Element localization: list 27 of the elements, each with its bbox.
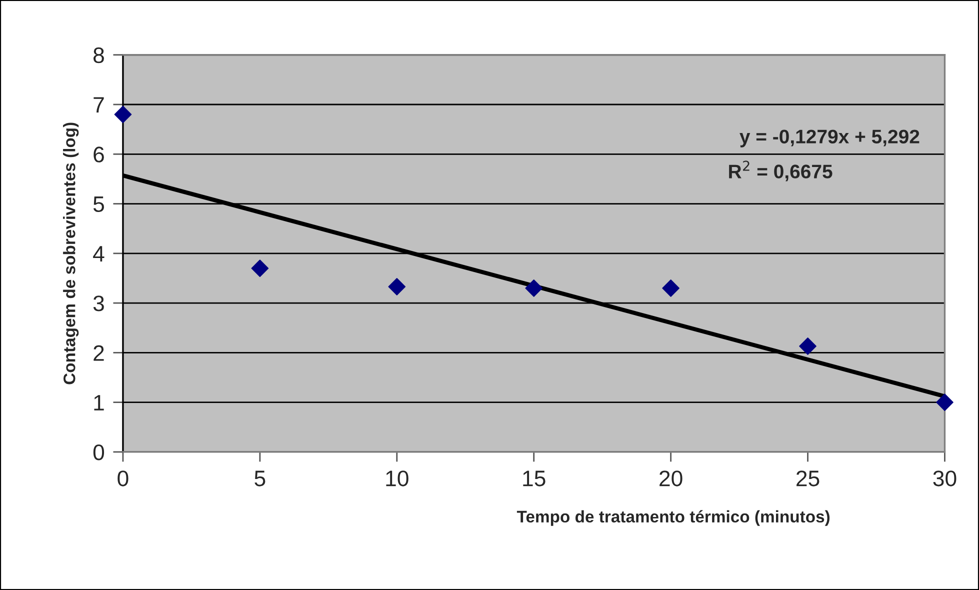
point	[662, 279, 680, 297]
x-tick-label: 15	[523, 470, 546, 486]
y-tick-label: 3	[93, 296, 104, 312]
y-tick-label: 1	[94, 395, 104, 410]
x-axis-title: Tempo de tratamento térmico (minutos)	[516, 510, 830, 526]
y-tick-label: 4	[93, 246, 104, 262]
point	[936, 394, 954, 411]
x-tick-label: 25	[796, 470, 820, 486]
point	[114, 106, 132, 124]
y-tick-label: 7	[94, 97, 104, 113]
y-tick-label: 0	[93, 444, 104, 460]
x-tick-label: 10	[386, 470, 408, 486]
annotation: y = -0,1279x + 5,292	[740, 130, 920, 148]
annotation: R$^{2}$ = 0,6675	[729, 160, 832, 182]
point	[799, 338, 816, 355]
y-tick-label: 8	[94, 47, 104, 64]
x-tick-label: 5	[254, 470, 266, 486]
point	[525, 279, 543, 297]
point	[251, 260, 269, 277]
y-tick-label: 6	[94, 146, 104, 162]
x-tick-label: 30	[933, 470, 956, 486]
x-tick-label: 20	[660, 470, 682, 486]
y-axis-title: Contagem de sobreviventes (log)	[63, 122, 79, 384]
x-tick-label: 0	[118, 470, 128, 486]
y-tick-label: 5	[93, 196, 104, 212]
point	[388, 278, 406, 296]
y-tick-label: 2	[94, 345, 104, 361]
